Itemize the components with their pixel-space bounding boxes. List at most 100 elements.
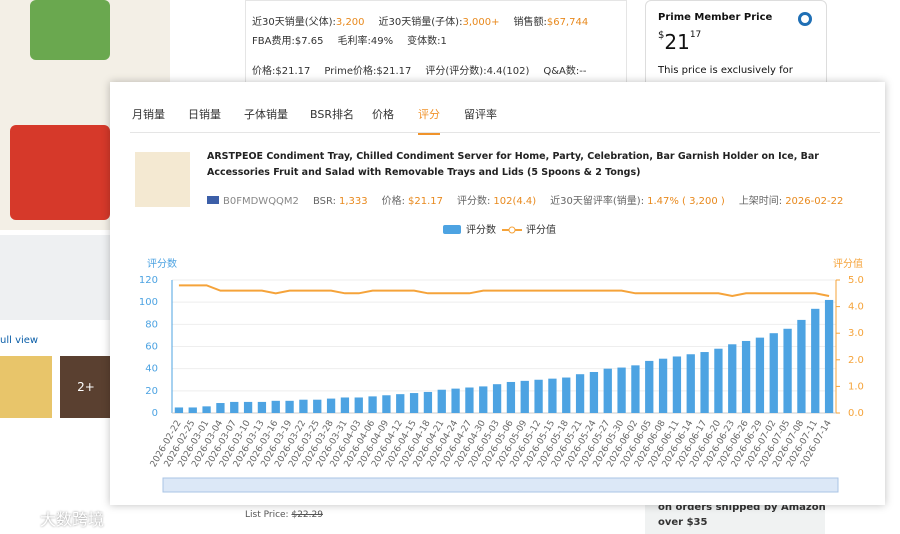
- bar: [617, 367, 626, 413]
- thumb-more[interactable]: 2+: [60, 356, 112, 418]
- radio[interactable]: [798, 12, 812, 26]
- info-value: $7.65: [294, 36, 324, 47]
- sauce-tray: [10, 125, 110, 220]
- watermark: 大数跨境: [40, 510, 105, 529]
- bar: [354, 397, 363, 413]
- tab-divider: [130, 132, 880, 133]
- y-tick-label: 120: [139, 275, 158, 286]
- tab[interactable]: BSR排名: [310, 108, 354, 121]
- y2-tick-label: 4.0: [848, 302, 864, 313]
- meta-value: 1.47% ( 3,200 ): [647, 196, 725, 207]
- tab[interactable]: 价格: [372, 108, 394, 121]
- thumb[interactable]: [0, 356, 52, 418]
- meta-label: 价格:: [381, 196, 405, 207]
- bar: [769, 333, 778, 413]
- y-axis-title: 评分数: [147, 257, 177, 270]
- ship-2: over $35: [658, 517, 708, 528]
- spoons: [0, 235, 110, 320]
- bar: [603, 368, 612, 413]
- rating-line: [178, 284, 830, 297]
- bar: [465, 387, 474, 413]
- info-row: 近30天销量(父体):3,200 近30天销量(子体):3,000+ 销售额:$67…: [252, 10, 602, 29]
- y-tick-label: 80: [145, 319, 158, 330]
- bar: [382, 395, 391, 413]
- info-label: 变体数:: [407, 36, 441, 47]
- meta-value: $21.17: [408, 196, 443, 207]
- info-row: FBA费用:$7.65 毛利率:49% 变体数:1: [252, 29, 461, 48]
- bar: [575, 374, 585, 413]
- tab[interactable]: 月销量: [132, 108, 165, 121]
- bar: [340, 397, 350, 413]
- bar: [811, 308, 820, 413]
- info-label: 价格:: [252, 66, 276, 77]
- info-label: Prime价格:: [324, 66, 377, 77]
- bar: [658, 358, 668, 413]
- y-tick-label: 0: [152, 408, 158, 419]
- bar: [423, 391, 433, 413]
- bar: [562, 377, 571, 413]
- info-label: Q&A数:: [543, 66, 580, 77]
- meta-value: 2026-02-22: [785, 196, 844, 207]
- bar: [326, 398, 336, 413]
- y2-axis-title: 评分值: [833, 257, 863, 270]
- tab[interactable]: 评分: [418, 106, 440, 135]
- flag: [207, 196, 219, 204]
- asin[interactable]: B0FMDWQQM2: [223, 196, 299, 207]
- bar: [174, 407, 184, 413]
- bar: [534, 379, 543, 413]
- meta-label: 近30天留评率(销量):: [550, 196, 645, 207]
- info-value: 3,200: [335, 17, 365, 28]
- info-value: 4.4(102): [486, 66, 530, 77]
- bar: [755, 337, 765, 413]
- meta-value: 1,333: [338, 196, 368, 207]
- popup: 月销量 日销量 子体销量 BSR排名 价格 评分 留评率 ARSTPEOE Condimen…: [110, 82, 885, 505]
- whole: 21: [664, 30, 690, 54]
- bar: [714, 348, 723, 413]
- bar: [589, 371, 599, 413]
- bar: [368, 396, 377, 413]
- bar: [396, 394, 405, 413]
- list-price: List Price: $22.29: [245, 510, 323, 520]
- bar: [506, 381, 516, 413]
- bar: [313, 399, 322, 413]
- tab[interactable]: 日销量: [188, 108, 221, 121]
- bar: [548, 378, 557, 413]
- bar: [741, 340, 751, 413]
- bar: [700, 352, 709, 413]
- tab[interactable]: 子体销量: [244, 108, 288, 121]
- info-label: 近30天销量(子体):: [378, 17, 463, 28]
- y-tick-label: 100: [139, 297, 158, 308]
- meta-label: 评分数:: [457, 196, 491, 207]
- bar: [686, 354, 695, 413]
- bar: [243, 401, 253, 413]
- bar: [492, 384, 502, 413]
- legend-label: 评分数: [466, 223, 496, 236]
- ship-1: on orders shipped by Amazon: [658, 502, 826, 513]
- bar: [451, 388, 460, 413]
- bar: [728, 344, 737, 413]
- info-value: $21.17: [376, 66, 412, 77]
- bar: [631, 365, 640, 413]
- legend-label: 评分值: [526, 223, 556, 236]
- y-tick-label: 40: [145, 364, 158, 375]
- info-row: 价格:$21.17 Prime价格:$21.17 评分(评分数):4.4(102) Q…: [252, 59, 600, 78]
- legend-swatch: [443, 225, 461, 234]
- tab[interactable]: 留评率: [464, 108, 497, 121]
- prime-note: This price is exclusively for: [658, 65, 793, 76]
- label: List Price:: [245, 510, 289, 520]
- y-tick-label: 60: [145, 342, 158, 353]
- info-label: 近30天销量(父体):: [252, 17, 336, 28]
- bar: [285, 400, 294, 413]
- zoom-slider[interactable]: [162, 477, 839, 493]
- y2-tick-label: 1.0: [848, 381, 864, 392]
- veg-tray: [30, 0, 110, 60]
- bar: [645, 360, 654, 413]
- bar: [202, 406, 211, 413]
- y2-tick-label: 2.0: [848, 355, 864, 366]
- bar: [257, 401, 267, 413]
- meta-label: 上架时间:: [738, 196, 783, 207]
- bar: [520, 380, 529, 413]
- y2-tick-label: 3.0: [848, 328, 864, 339]
